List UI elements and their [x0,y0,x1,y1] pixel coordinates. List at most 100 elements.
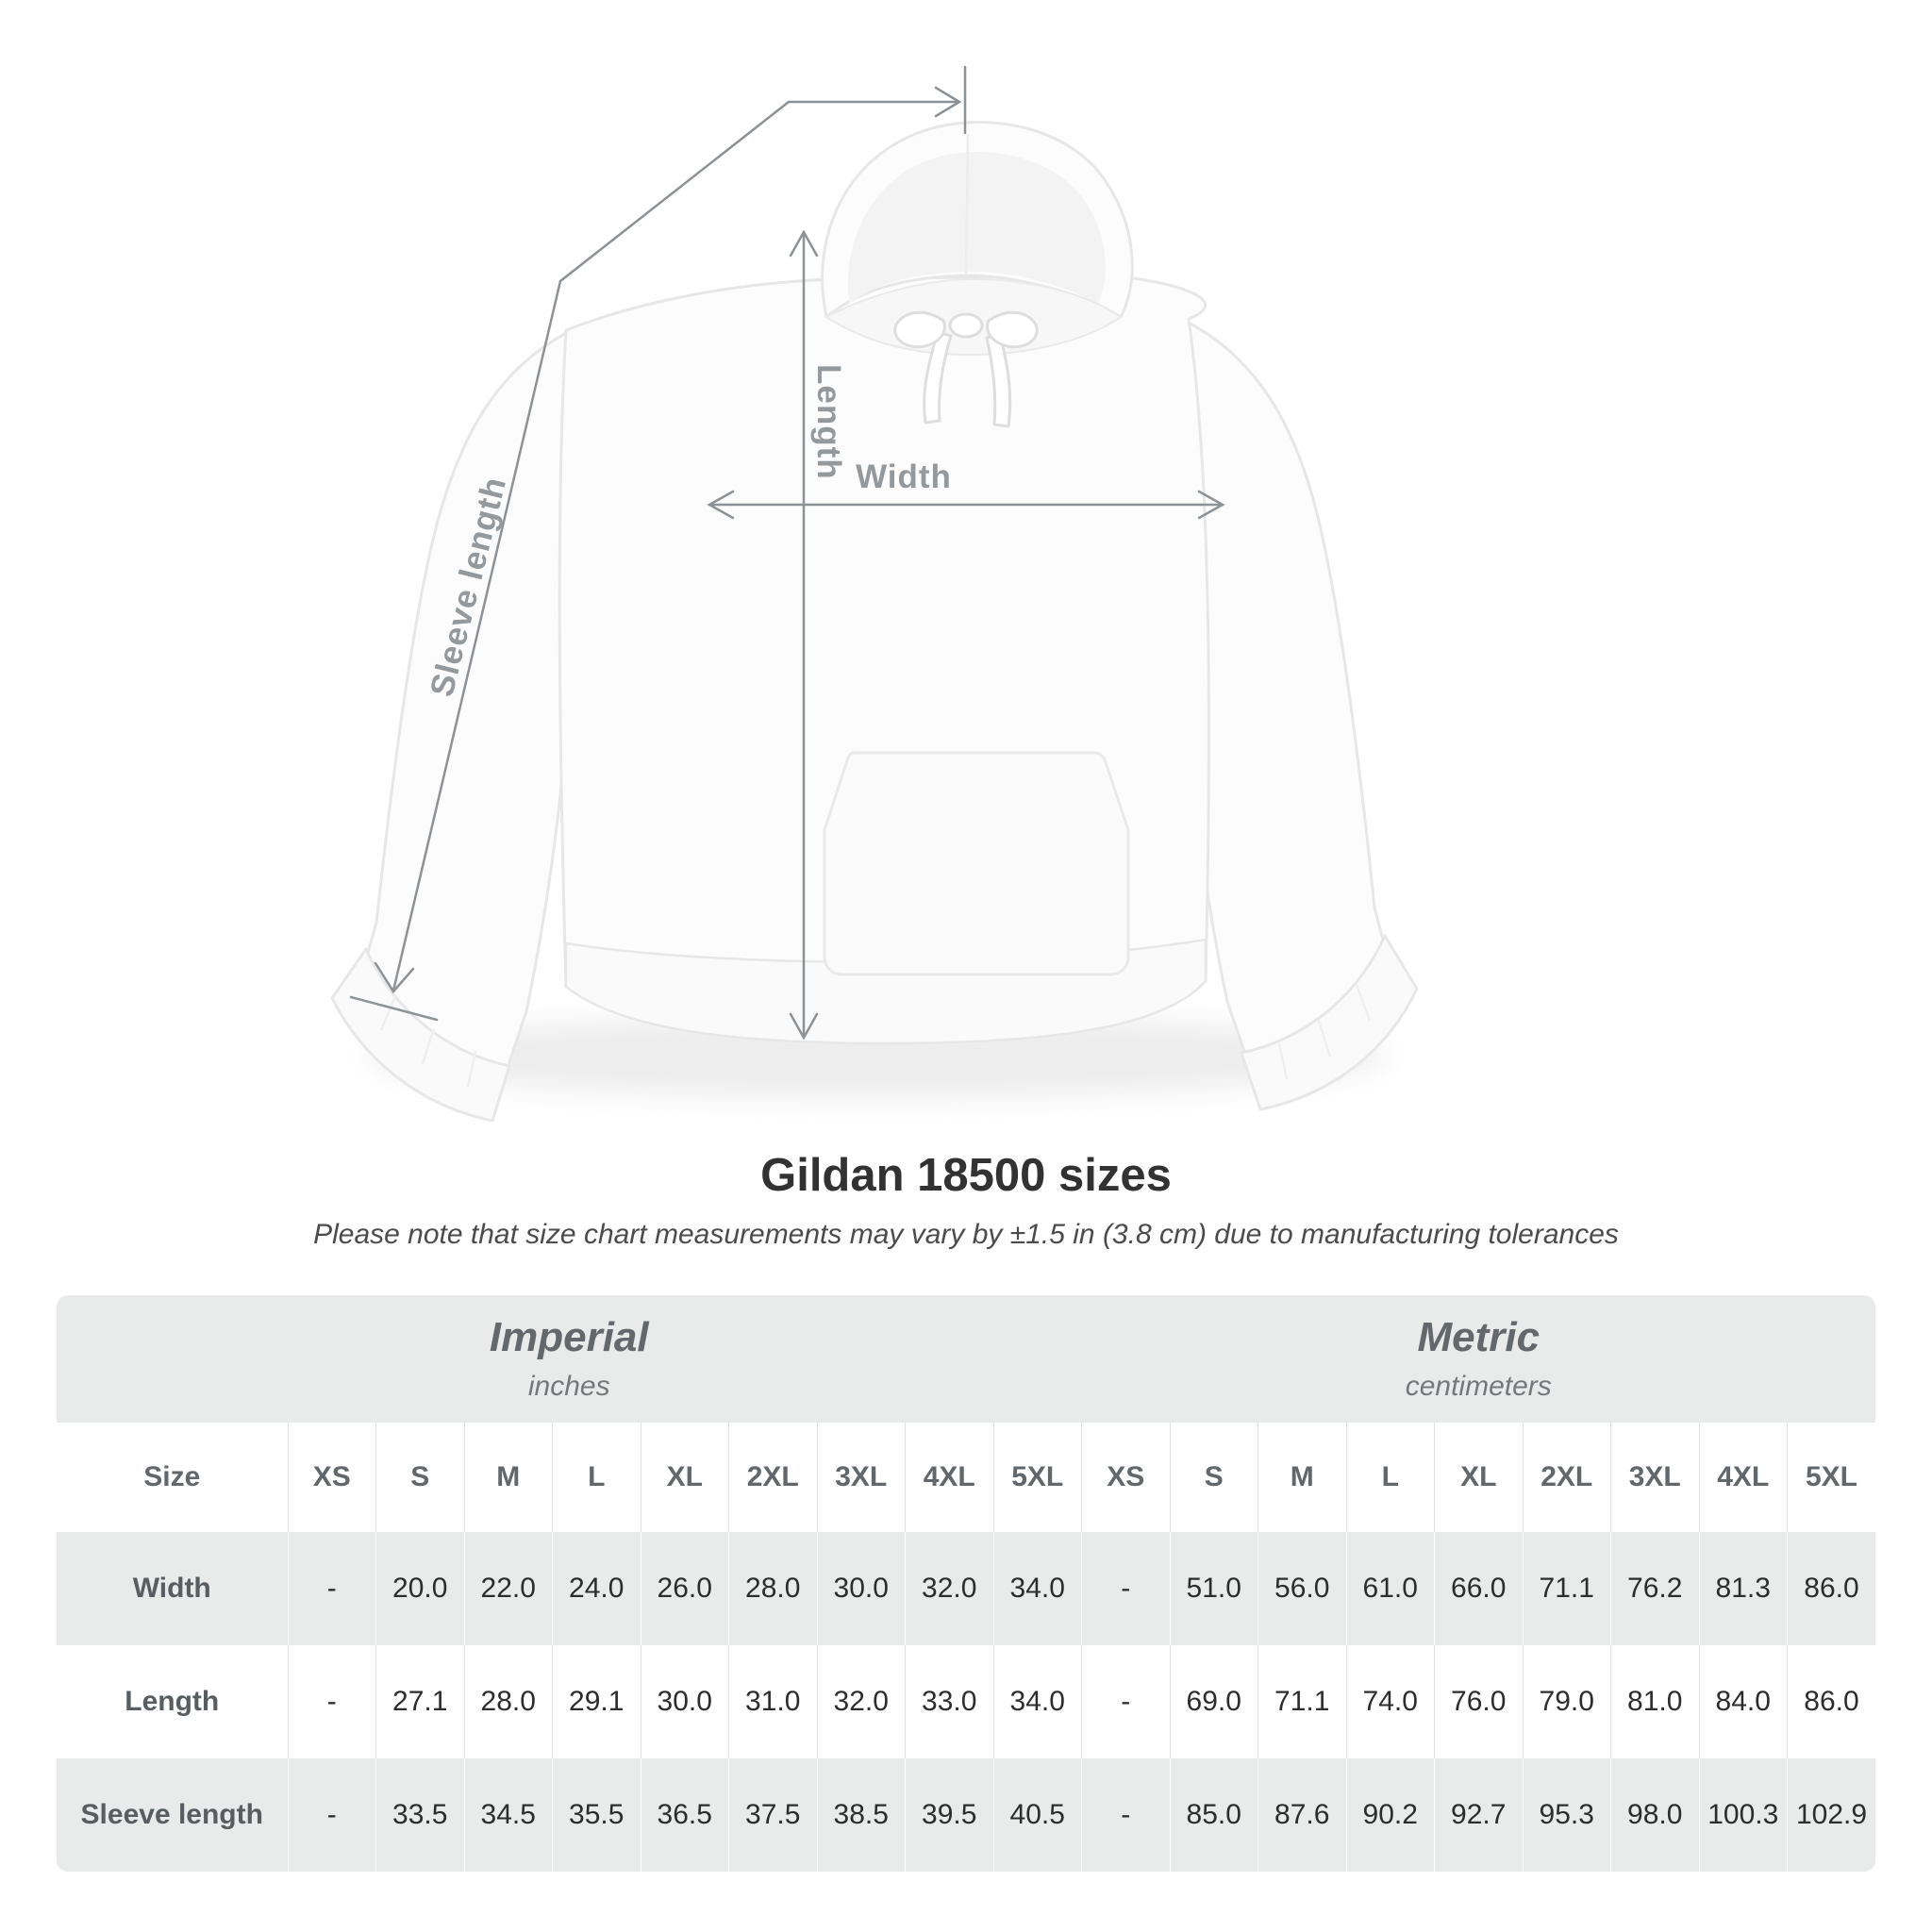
imperial-label: Imperial [489,1314,649,1361]
size-header-cell: 3XL [1610,1423,1699,1532]
measurement-value-cell: 33.0 [905,1645,993,1758]
size-header-cell: M [463,1423,553,1532]
measurement-value-cell: 85.0 [1169,1758,1258,1872]
measurement-value-cell: - [287,1758,376,1872]
measurement-row: Width -20.0 22.0 24.0 26.0 28.0 30.0 32.0 34.0-5… [57,1532,1875,1645]
drawstring [893,310,1039,428]
size-header-cell: S [375,1423,464,1532]
size-header-cell: 2XL [728,1423,817,1532]
measurement-value-cell: 76.2 [1610,1532,1699,1645]
measurement-value-cell: 95.3 [1522,1758,1611,1872]
measurement-row: Length -27.1 28.0 29.1 30.0 31.0 32.0 33.0 34.0-… [57,1645,1875,1758]
measurement-row: Sleeve length -33.5 34.5 35.5 36.5 37.5 38.5 39… [57,1758,1875,1872]
width-left-arrowhead [707,490,735,520]
measurement-value-cell: - [1081,1532,1170,1645]
measurement-lines [349,65,1225,1041]
measurement-value-cell: 34.5 [463,1758,553,1872]
hoodie-measurement-diagram: Sleeve length Length Width [330,65,1419,1123]
metric-unit-label: centimeters [1405,1370,1552,1402]
size-table: Imperial inches Metric centimeters Size … [57,1295,1875,1872]
sleeve-bottom-tick [349,995,439,1022]
size-header-cell: 2XL [1522,1423,1611,1532]
measurement-value-cell: 74.0 [1345,1645,1435,1758]
measurement-value-cell: 34.0 [992,1532,1082,1645]
measurement-value-cell: - [287,1532,376,1645]
measurement-value-cell: 38.5 [816,1758,906,1872]
measurement-value-cell: 92.7 [1434,1758,1523,1872]
size-header-cell: XL [640,1423,729,1532]
hoodie-product-image [330,65,1419,1123]
measurement-value-cell: 79.0 [1522,1645,1611,1758]
measurement-value-cell: 37.5 [728,1758,817,1872]
imperial-unit-label: inches [527,1370,610,1402]
measurement-value-cell: 24.0 [552,1532,641,1645]
width-label: Width [856,458,952,495]
sleeve-length-line [391,100,791,992]
measurement-value-cell: 36.5 [640,1758,729,1872]
hoodie-shadow [368,1015,1387,1098]
size-header-row: Size XS S M L XL 2XL 3XL 4XL 5XL XS S M L XL 2XL 3XL 4XL… [57,1423,1875,1532]
measurement-value-cell: 102.9 [1787,1758,1875,1872]
measurement-value-cell: 51.0 [1169,1532,1258,1645]
measurement-value-cell: 20.0 [375,1532,464,1645]
measurement-value-cell: 28.0 [463,1645,553,1758]
measurement-value-cell: 29.1 [552,1645,641,1758]
measurement-value-cell: 81.3 [1698,1532,1788,1645]
measurement-value-cell: 30.0 [640,1645,729,1758]
measurement-value-cell: 66.0 [1434,1532,1523,1645]
length-top-arrowhead [789,229,819,258]
tolerance-note: Please note that size chart measurements… [313,1219,1619,1250]
measurement-value-cell: 33.5 [375,1758,464,1872]
size-table-grid: Imperial inches Metric centimeters Size … [57,1295,1875,1872]
size-header-cell: 4XL [905,1423,993,1532]
unit-band-row: Imperial inches Metric centimeters [57,1295,1875,1423]
measurement-value-cell: 39.5 [905,1758,993,1872]
hoodie-illustration [330,121,1419,1123]
measurement-value-cell: 86.0 [1787,1645,1875,1758]
measurement-value-cell: 30.0 [816,1532,906,1645]
measurement-value-cell: 76.0 [1434,1645,1523,1758]
measurement-value-cell: - [1081,1645,1170,1758]
measurement-value-cell: 71.1 [1257,1645,1346,1758]
measurement-value-cell: 35.5 [552,1758,641,1872]
measurement-value-cell: 26.0 [640,1532,729,1645]
measurement-value-cell: 40.5 [992,1758,1082,1872]
measurement-value-cell: 69.0 [1169,1645,1258,1758]
size-header-cell: XS [1081,1423,1170,1532]
size-header-cell: L [552,1423,641,1532]
measurement-value-cell: 71.1 [1522,1532,1611,1645]
sleeve-length-arrowhead [374,961,415,994]
measurement-value-cell: 81.0 [1610,1645,1699,1758]
measurement-value-cell: 22.0 [463,1532,553,1645]
size-header-cell: M [1257,1423,1346,1532]
measurement-value-cell: 100.3 [1698,1758,1788,1872]
row-label: Sleeve length [80,1799,263,1830]
size-header-cell: S [1169,1423,1258,1532]
row-label: Length [125,1686,220,1717]
measurement-value-cell: 87.6 [1257,1758,1346,1872]
measurement-value-cell: 98.0 [1610,1758,1699,1872]
measurement-value-cell: 61.0 [1345,1532,1435,1645]
length-label: Length [810,364,847,480]
size-column-header: Size [143,1461,201,1492]
measurement-value-cell: 56.0 [1257,1532,1346,1645]
size-header-cell: XS [287,1423,376,1532]
page-title: Gildan 18500 sizes [760,1150,1172,1201]
measurement-value-cell: 32.0 [905,1532,993,1645]
sleeve-top-arrowhead [934,86,962,118]
measurement-value-cell: 31.0 [728,1645,817,1758]
metric-group-header: Metric centimeters [1082,1295,1876,1423]
row-label: Width [132,1573,211,1604]
measurement-value-cell: 27.1 [375,1645,464,1758]
metric-label: Metric [1417,1314,1541,1361]
imperial-group-header: Imperial inches [57,1295,1082,1423]
size-header-cell: 5XL [992,1423,1082,1532]
measurement-value-cell: - [287,1645,376,1758]
measurement-value-cell: 90.2 [1345,1758,1435,1872]
size-header-cell: 4XL [1698,1423,1788,1532]
size-header-cell: XL [1434,1423,1523,1532]
size-header-cell: 5XL [1787,1423,1875,1532]
measurement-value-cell: 32.0 [816,1645,906,1758]
measurement-value-cell: 28.0 [728,1532,817,1645]
